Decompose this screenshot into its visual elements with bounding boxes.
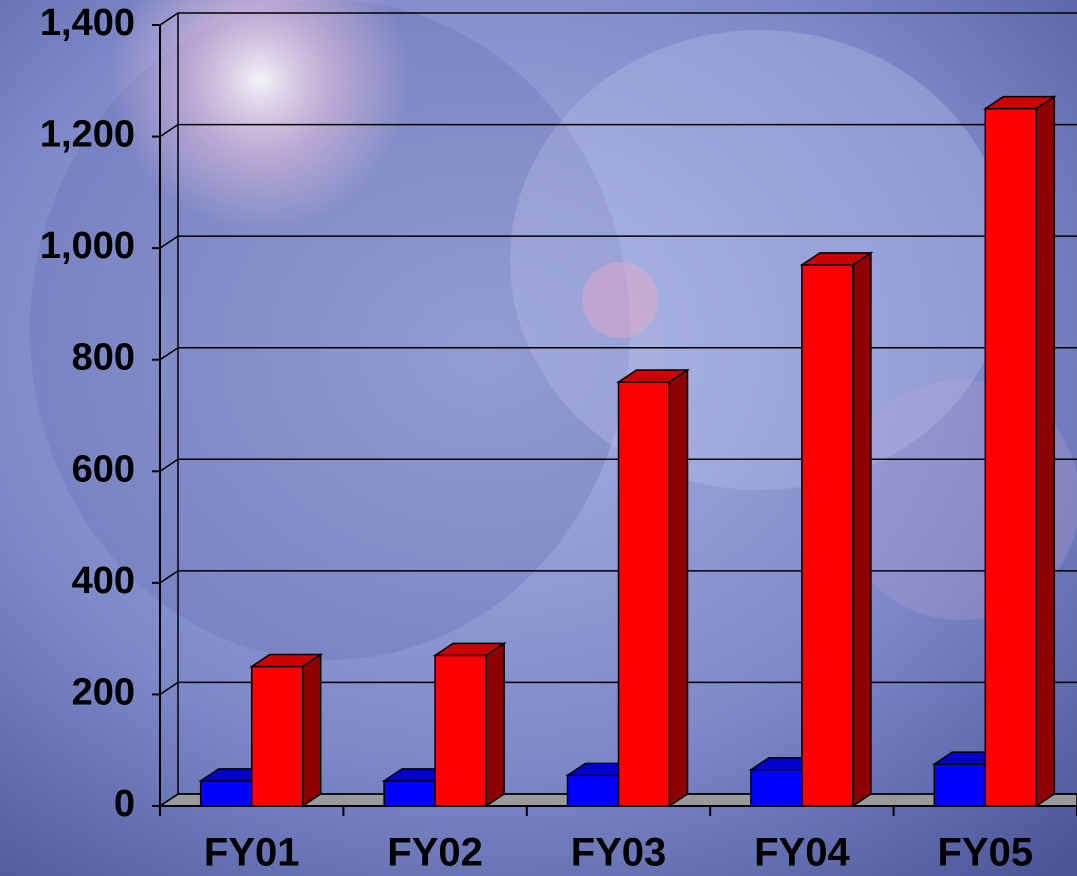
background — [0, 0, 1077, 876]
y-tick-label: 800 — [72, 337, 135, 379]
x-tick-label: FY02 — [387, 831, 483, 875]
bar-side — [853, 253, 871, 806]
bar-side — [670, 370, 688, 806]
chart: 0 200 400 600 800 1,000 1,200 1,400 FY01 FY02 FY03… — [0, 0, 1077, 876]
y-tick-label: 200 — [72, 671, 135, 713]
y-tick-label: 1,000 — [40, 225, 135, 267]
y-tick-label: 0 — [114, 783, 135, 825]
bar-front — [751, 770, 802, 806]
bar-front — [619, 382, 670, 806]
bar-front — [252, 667, 303, 806]
y-tick-label: 1,400 — [40, 2, 135, 44]
x-tick-label: FY04 — [754, 831, 850, 875]
y-tick-label: 400 — [72, 560, 135, 602]
y-tick-label: 1,200 — [40, 114, 135, 156]
bar-side — [486, 643, 504, 806]
bar-front — [802, 265, 853, 806]
bar-front — [985, 109, 1036, 806]
x-tick-label: FY03 — [571, 831, 667, 875]
bar-side — [303, 655, 321, 806]
y-tick-label: 600 — [72, 448, 135, 490]
bar-front — [201, 781, 252, 806]
x-tick-label: FY05 — [937, 831, 1033, 875]
bar-front — [384, 781, 435, 806]
bar-front — [568, 775, 619, 806]
bar-front — [435, 655, 486, 806]
bar-side — [1036, 97, 1054, 806]
x-tick-label: FY01 — [204, 831, 300, 875]
bar-front — [934, 764, 985, 806]
